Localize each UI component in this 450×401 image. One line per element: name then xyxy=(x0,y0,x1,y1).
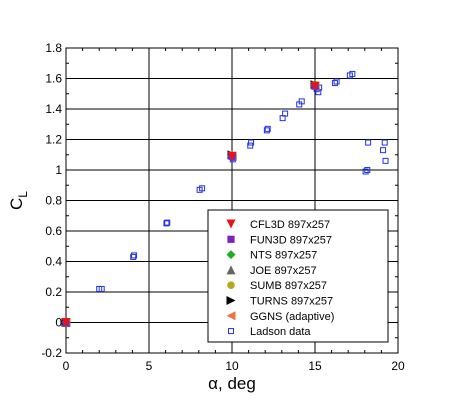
y-tick-label: 1.2 xyxy=(45,133,62,147)
x-tick-label: 15 xyxy=(308,359,322,373)
y-tick-label: 0 xyxy=(55,316,62,330)
data-point xyxy=(364,167,371,173)
legend-label: NTS 897x257 xyxy=(250,250,317,262)
legend-label: Ladson data xyxy=(250,326,311,338)
data-point xyxy=(248,139,255,146)
legend-label: JOE 897x257 xyxy=(250,265,317,277)
data-point xyxy=(130,253,137,260)
data-point xyxy=(247,142,254,149)
grid xyxy=(66,48,398,353)
data-point xyxy=(382,157,389,164)
y-axis-label: CL xyxy=(7,191,30,210)
y-tick-label: 0.6 xyxy=(45,224,62,238)
y-tick-label: 1.4 xyxy=(45,102,62,116)
legend-box xyxy=(207,209,389,343)
legend-marker xyxy=(227,235,235,243)
y-axis-label-main: C xyxy=(7,198,26,210)
legend-label: CFL3D 897x257 xyxy=(250,219,330,231)
legend-marker xyxy=(226,250,236,260)
tick-labels: 0 5 10 15 20-0.200.20.40.60.811.21.41.61.8 xyxy=(41,41,405,373)
data-point xyxy=(61,318,71,327)
legend-label: SUMB 897x257 xyxy=(250,280,327,292)
data-point xyxy=(365,139,372,146)
data-point xyxy=(164,219,171,226)
data-point xyxy=(131,252,138,259)
y-tick-label: 0.8 xyxy=(45,194,62,208)
y-tick-label: 1.6 xyxy=(45,72,62,86)
legend-marker xyxy=(226,296,236,305)
data-point xyxy=(380,147,387,154)
data-point xyxy=(199,185,206,192)
data-point xyxy=(282,110,289,117)
data-point xyxy=(264,125,271,132)
data-point xyxy=(163,220,170,227)
y-tick-label: 1.8 xyxy=(45,41,62,55)
data-point xyxy=(98,285,105,292)
legend: CFL3D 897x257 FUN3D 897x257 NTS 897x257 JOE… xyxy=(207,209,389,343)
data-point xyxy=(227,151,237,161)
legend-label: GGNS (adaptive) xyxy=(250,311,334,323)
data-markers xyxy=(61,70,389,327)
tick-marks xyxy=(65,47,399,354)
x-tick-label: 20 xyxy=(391,359,405,373)
y-tick-label: 0.2 xyxy=(45,285,62,299)
data-point xyxy=(310,81,320,91)
x-tick-label: 5 xyxy=(146,359,153,373)
x-tick-label: 0 xyxy=(63,359,70,373)
data-point xyxy=(381,139,388,146)
data-point xyxy=(263,127,270,134)
y-tick-label: 1 xyxy=(55,163,62,177)
legend-marker xyxy=(227,281,235,290)
data-point xyxy=(349,70,356,77)
y-tick-label: -0.2 xyxy=(41,346,62,360)
y-tick-label: 0.4 xyxy=(45,255,62,269)
legend-marker xyxy=(226,311,236,321)
data-point xyxy=(298,98,305,105)
data-point xyxy=(331,80,338,87)
legend-marker xyxy=(226,219,236,229)
legend-marker xyxy=(228,328,234,335)
x-axis-label: α, deg xyxy=(208,374,256,393)
data-point xyxy=(362,168,369,175)
legend-label: TURNS 897x257 xyxy=(250,296,333,308)
legend-marker xyxy=(226,265,236,275)
y-axis-label-sub: L xyxy=(16,191,30,198)
legend-label: FUN3D 897x257 xyxy=(250,234,332,246)
data-point xyxy=(333,78,340,85)
x-tick-label: 10 xyxy=(225,359,239,373)
